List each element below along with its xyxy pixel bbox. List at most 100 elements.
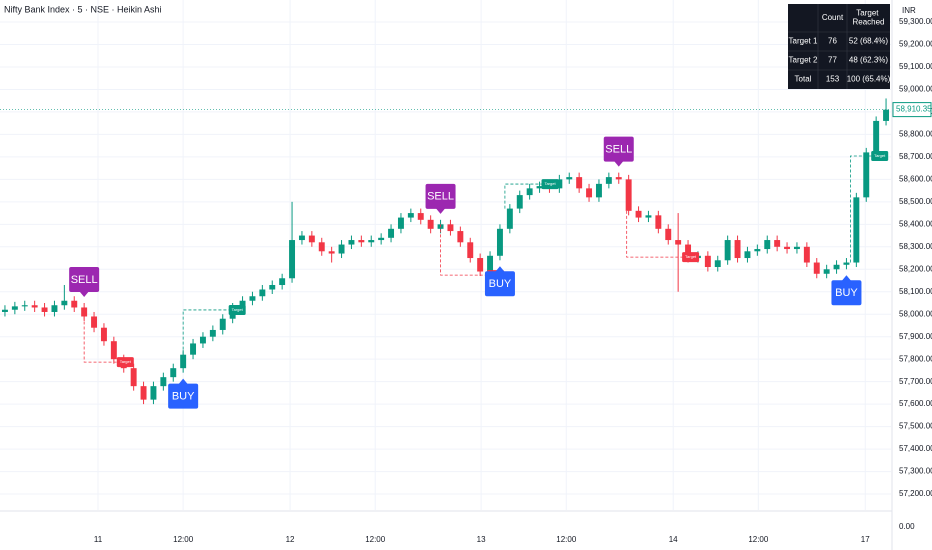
last-price-tag bbox=[892, 102, 932, 118]
candle-body bbox=[724, 240, 731, 261]
x-tick-label: 12:00 bbox=[748, 535, 769, 544]
signal-box bbox=[69, 266, 100, 292]
signal-pointer bbox=[435, 207, 446, 214]
table-cell: 100 (65.4%) bbox=[847, 75, 891, 84]
x-tick-label: 14 bbox=[669, 535, 678, 544]
y-tick-label: 58,300.00 bbox=[899, 242, 932, 251]
candle-body bbox=[754, 249, 761, 252]
signal-label: BUY bbox=[489, 278, 512, 290]
y-tick-label: 58,500.00 bbox=[899, 197, 932, 206]
candle-body bbox=[378, 237, 385, 241]
y-tick-label: 57,500.00 bbox=[899, 422, 932, 431]
signal-label: BUY bbox=[172, 391, 195, 403]
y-tick-label: 57,300.00 bbox=[899, 467, 932, 476]
candle-body bbox=[298, 235, 305, 241]
x-tick-label: 12:00 bbox=[556, 535, 577, 544]
candle-body bbox=[21, 305, 28, 307]
y-tick-label: 59,100.00 bbox=[899, 62, 932, 71]
candle-body bbox=[31, 305, 38, 308]
table-cell: 153 bbox=[826, 75, 840, 84]
table-cell: 76 bbox=[828, 37, 837, 46]
signal-box bbox=[603, 136, 634, 162]
y-tick-label: 58,200.00 bbox=[899, 264, 932, 273]
candle-body bbox=[744, 251, 751, 259]
signal-box bbox=[831, 280, 862, 306]
signal-pointer bbox=[841, 275, 852, 282]
candle-body bbox=[348, 240, 355, 245]
table-cell: Target 1 bbox=[789, 37, 818, 46]
candle-body bbox=[853, 197, 860, 263]
y-tick-label: 58,000.00 bbox=[899, 309, 932, 318]
candle-body bbox=[358, 240, 365, 243]
table-header-cell: Count bbox=[822, 13, 844, 22]
target-tag bbox=[682, 252, 700, 263]
x-tick-label: 17 bbox=[861, 535, 870, 544]
y-tick-label: 57,200.00 bbox=[899, 489, 932, 498]
candle-body bbox=[516, 195, 523, 209]
candle-body bbox=[1, 309, 8, 312]
candle-body bbox=[635, 210, 642, 218]
stats-table bbox=[788, 4, 890, 89]
target-line bbox=[626, 210, 684, 258]
candle-body bbox=[308, 235, 315, 243]
target-tag-label: Target bbox=[544, 181, 556, 186]
target-tag-label: Target bbox=[685, 254, 697, 259]
candle-body bbox=[625, 179, 632, 211]
candle-body bbox=[764, 240, 771, 250]
candle-body bbox=[289, 240, 296, 279]
candle-body bbox=[784, 246, 791, 250]
candle-body bbox=[71, 300, 78, 308]
y-tick-label: 59,300.00 bbox=[899, 17, 932, 26]
candle-body bbox=[595, 183, 602, 198]
candle-body bbox=[665, 228, 672, 241]
candle-body bbox=[239, 300, 246, 308]
table-cell: 52 (68.4%) bbox=[849, 37, 888, 46]
candle-body bbox=[873, 120, 880, 153]
chart-title: Nifty Bank Index · 5 · NSE · Heikin Ashi bbox=[4, 4, 162, 14]
candle-body bbox=[734, 240, 741, 259]
table-header-word: Target bbox=[856, 9, 880, 18]
candle-body bbox=[150, 386, 157, 400]
signal-label: BUY bbox=[835, 287, 858, 299]
candle-body bbox=[704, 255, 711, 268]
signal-box bbox=[484, 271, 515, 297]
candle-body bbox=[91, 316, 98, 328]
target-tag bbox=[871, 150, 889, 161]
candle-body bbox=[81, 307, 88, 317]
candle-body bbox=[328, 251, 335, 254]
currency-label: INR bbox=[902, 6, 916, 15]
signal-label: SELL bbox=[71, 274, 98, 286]
y-tick-label: 58,600.00 bbox=[899, 174, 932, 183]
candle-body bbox=[180, 354, 187, 369]
candle-body bbox=[605, 177, 612, 184]
y-tick-label: 57,400.00 bbox=[899, 444, 932, 453]
y-tick-label: 59,000.00 bbox=[899, 85, 932, 94]
candle-body bbox=[130, 368, 137, 387]
target-line bbox=[182, 309, 230, 355]
candle-body bbox=[477, 258, 484, 272]
candle-body bbox=[41, 307, 48, 312]
candle-body bbox=[675, 240, 682, 245]
candle-body bbox=[368, 240, 375, 243]
candle-body bbox=[556, 179, 563, 189]
candle-body bbox=[110, 341, 117, 360]
candle-body bbox=[803, 246, 810, 263]
candle-body bbox=[338, 244, 345, 254]
x-tick-label: 12:00 bbox=[365, 535, 386, 544]
last-price-label: 58,910.35 bbox=[896, 105, 932, 114]
candle-body bbox=[576, 177, 583, 189]
signal-box bbox=[425, 183, 456, 209]
candle-body bbox=[526, 188, 533, 196]
candle-body bbox=[11, 306, 18, 310]
signal-label: SELL bbox=[427, 191, 454, 203]
candle-body bbox=[823, 269, 830, 274]
x-tick-label: 11 bbox=[94, 535, 103, 544]
candle-body bbox=[833, 264, 840, 270]
candle-body bbox=[586, 188, 593, 198]
candle-body bbox=[318, 242, 325, 252]
candle-body bbox=[487, 255, 494, 272]
candle-body bbox=[774, 240, 781, 247]
signal-pointer bbox=[613, 160, 624, 167]
y-tick-label: 58,800.00 bbox=[899, 130, 932, 139]
